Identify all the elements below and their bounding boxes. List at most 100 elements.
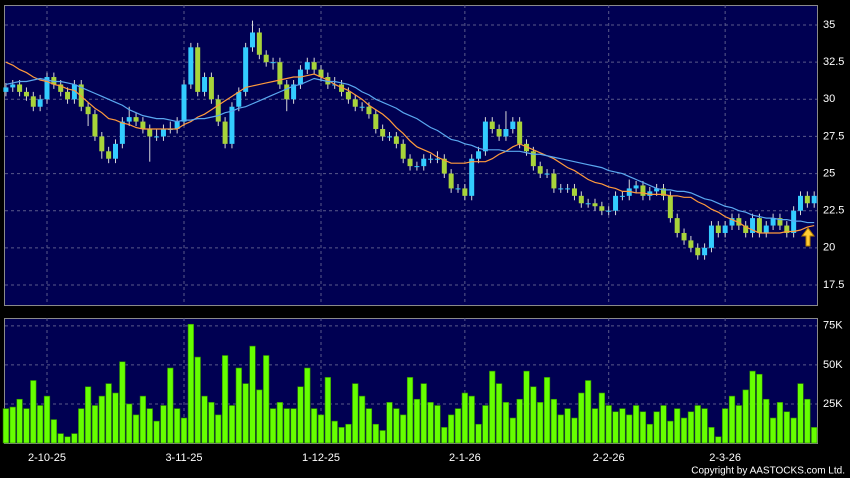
candle-body [229, 106, 235, 144]
candle-body [23, 91, 29, 97]
y-tick-label: 30 [823, 93, 835, 105]
volume-bar [660, 405, 667, 444]
candle-body [462, 188, 468, 196]
volume-bar [9, 406, 16, 444]
candle-body [441, 158, 447, 174]
volume-bar [605, 405, 612, 444]
volume-bar [352, 383, 359, 444]
candle-body [160, 129, 166, 137]
volume-bar [249, 345, 256, 444]
volume-bar [269, 408, 277, 444]
candle-body [551, 173, 557, 189]
volume-bar [311, 408, 318, 444]
candle-body [626, 188, 632, 196]
marks [2, 20, 818, 444]
y-tick-label: 32.5 [823, 56, 844, 68]
volume-bar [85, 386, 92, 444]
volume-bar [420, 383, 427, 444]
volume-bar [358, 395, 366, 444]
candle-body [407, 158, 413, 167]
volume-bar [591, 408, 599, 444]
candle-body [359, 106, 365, 108]
volume-bar [208, 402, 215, 444]
volume-bar [646, 423, 653, 444]
signal-arrow [801, 227, 815, 247]
volume-bar [406, 377, 414, 444]
volume-bar [146, 408, 153, 444]
candle-body [756, 218, 762, 233]
x-tick-label: 1-12-25 [302, 452, 340, 464]
candle-body [325, 77, 331, 85]
volume-bar [728, 395, 736, 444]
x-tick-label: 2-10-25 [28, 452, 66, 464]
y-tick-label: 75K [823, 320, 843, 332]
volume-bar [674, 408, 681, 444]
candle-body [784, 225, 790, 233]
volume-bar [30, 380, 37, 444]
candle-body [393, 136, 399, 144]
candle-body [517, 121, 523, 144]
volume-bar [715, 436, 722, 444]
volume-bar [290, 408, 297, 444]
volume-bar [489, 370, 496, 444]
volume-bar [201, 395, 208, 444]
candle-body [777, 218, 783, 226]
y-tick-label: 20 [823, 242, 835, 254]
volume-bar [91, 405, 99, 444]
candle-body [318, 69, 324, 78]
candle-body [448, 173, 454, 189]
candle-body [722, 225, 728, 233]
candle-body [619, 195, 625, 197]
candle-body [503, 129, 509, 137]
candle-body [154, 136, 160, 138]
candle-body [113, 143, 118, 159]
volume-bar [722, 408, 729, 444]
candle-body [763, 225, 769, 233]
candle-body [654, 188, 660, 192]
volume-bar [338, 427, 345, 444]
candle-body [811, 195, 817, 204]
volume-bar [57, 433, 64, 444]
candle-body [373, 114, 379, 130]
candle-body [106, 151, 112, 159]
volume-bar [180, 417, 188, 444]
volume-bar [441, 427, 448, 444]
volume-bar [23, 408, 30, 444]
volume-bar [571, 417, 578, 444]
candle-body [250, 32, 255, 48]
volume-bar [317, 414, 325, 444]
volume-bar [139, 395, 147, 444]
candle-body [71, 84, 77, 100]
y-tick-label: 25K [823, 398, 843, 410]
volume-bar [50, 419, 57, 444]
volume-bar [126, 403, 133, 444]
volume-bar [194, 356, 201, 444]
candle-body [482, 121, 488, 152]
candle-body [270, 62, 276, 64]
candle-body [633, 185, 639, 189]
moving-average-line [5, 61, 815, 234]
y-tick-label: 25 [823, 167, 835, 179]
candle-body [380, 129, 386, 137]
volume-bar [804, 398, 811, 444]
candle-body [147, 129, 153, 137]
grid [5, 5, 817, 443]
copyright: Copyright by AASTOCKS.com Ltd. [691, 466, 845, 477]
candle-body [647, 191, 653, 196]
volume-bar [564, 408, 571, 444]
volume-bar [98, 395, 105, 444]
volume-bar [187, 323, 194, 444]
candle-body [284, 84, 290, 100]
candle-body [537, 166, 543, 174]
volume-bar [749, 370, 756, 444]
candle-body [366, 106, 372, 115]
x-tick-label: 3-11-25 [165, 452, 202, 464]
candle-body [291, 84, 297, 100]
candle-body [222, 121, 228, 144]
candle-body [304, 62, 310, 70]
candle-body [126, 117, 132, 122]
x-tick-label: 2-3-26 [709, 452, 741, 464]
candle-body [387, 136, 392, 138]
volume-bar [516, 398, 523, 444]
volume-bar [222, 355, 229, 444]
